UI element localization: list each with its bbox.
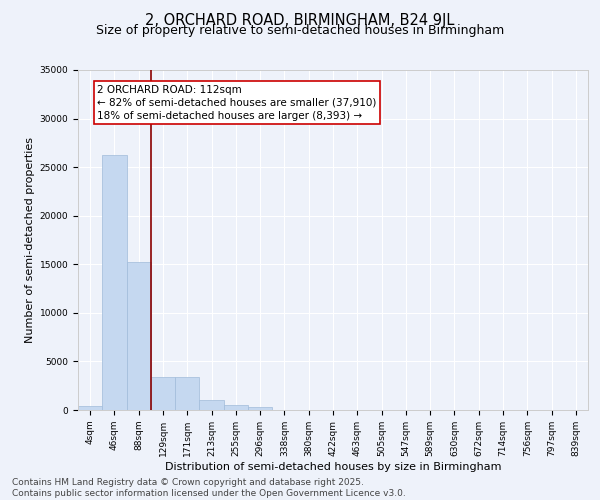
Bar [78, 406, 102, 410]
Bar [248, 407, 272, 410]
Text: Contains HM Land Registry data © Crown copyright and database right 2025.
Contai: Contains HM Land Registry data © Crown c… [12, 478, 406, 498]
X-axis label: Distribution of semi-detached houses by size in Birmingham: Distribution of semi-detached houses by … [165, 462, 501, 471]
Bar [224, 405, 248, 410]
Bar [102, 156, 127, 410]
Bar [199, 400, 224, 410]
Text: 2, ORCHARD ROAD, BIRMINGHAM, B24 9JL: 2, ORCHARD ROAD, BIRMINGHAM, B24 9JL [145, 12, 455, 28]
Text: 2 ORCHARD ROAD: 112sqm
← 82% of semi-detached houses are smaller (37,910)
18% of: 2 ORCHARD ROAD: 112sqm ← 82% of semi-det… [97, 84, 377, 121]
Text: Size of property relative to semi-detached houses in Birmingham: Size of property relative to semi-detach… [96, 24, 504, 37]
Bar [151, 378, 175, 410]
Bar [175, 378, 199, 410]
Bar [127, 262, 151, 410]
Y-axis label: Number of semi-detached properties: Number of semi-detached properties [25, 137, 35, 343]
